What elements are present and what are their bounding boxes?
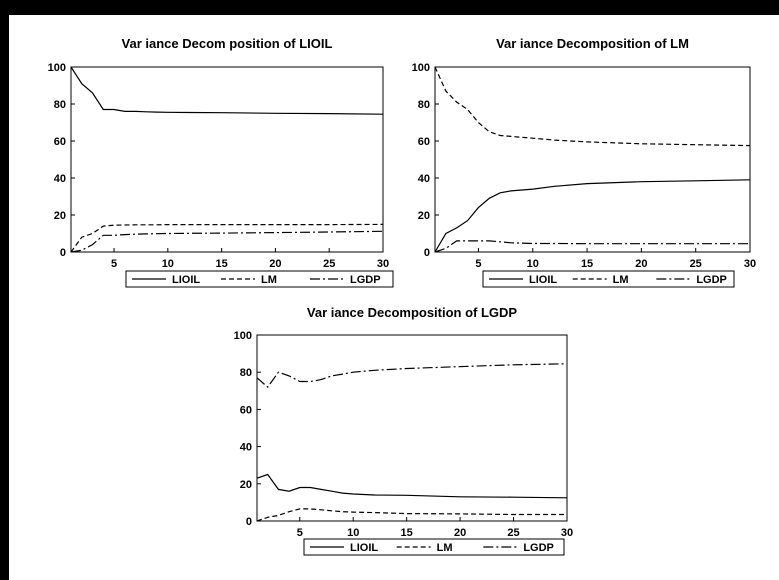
y-tick-label: 60 xyxy=(240,404,252,416)
y-tick-label: 20 xyxy=(54,210,66,222)
y-tick-label: 80 xyxy=(240,367,252,379)
x-tick-label: 10 xyxy=(347,527,359,539)
series-line-lgdp xyxy=(434,240,750,253)
x-tick-label: 30 xyxy=(744,258,756,270)
x-tick-label: 30 xyxy=(377,258,389,270)
y-tick-label: 20 xyxy=(240,479,252,491)
legend-label: LM xyxy=(613,274,629,286)
x-tick-label: 25 xyxy=(690,258,702,270)
x-tick-label: 20 xyxy=(454,527,466,539)
legend-box xyxy=(482,270,735,288)
x-tick-label: 20 xyxy=(269,258,281,270)
plot-area-frame xyxy=(434,66,751,253)
legend-box xyxy=(303,538,565,556)
chart-title: Var iance Decomposition of LGDP xyxy=(307,305,518,320)
chart-panel-3: Var iance Decomposition of LGDP 0 20 40 60 80… xyxy=(234,305,573,556)
chart-title: Var iance Decom position of LIOIL xyxy=(122,36,333,51)
y-tick-label: 40 xyxy=(54,173,66,185)
y-tick-label: 80 xyxy=(54,99,66,111)
legend-label: LM xyxy=(261,274,277,286)
legend-box xyxy=(125,270,394,288)
series-line-lm xyxy=(256,508,567,522)
chart-panel-2: Var iance Decomposition of LM 0 20 40 60 80 10… xyxy=(412,36,756,288)
x-tick-label: 20 xyxy=(635,258,647,270)
legend-label: LGDP xyxy=(696,274,727,286)
x-tick-label: 15 xyxy=(581,258,593,270)
y-tick-label: 100 xyxy=(48,62,66,74)
x-tick-label: 15 xyxy=(215,258,227,270)
x-tick-label: 30 xyxy=(561,527,573,539)
legend: LIOIL LM LGDP xyxy=(482,270,735,288)
series-line-lm xyxy=(70,223,384,253)
x-tick-label: 10 xyxy=(162,258,174,270)
y-tick-label: 0 xyxy=(424,247,430,259)
legend: LIOIL LM LGDP xyxy=(125,270,394,288)
chart-panel-1: Var iance Decom position of LIOIL 0 20 40 60… xyxy=(48,36,394,288)
figure-canvas: Var iance Decom position of LIOIL 0 20 40 60… xyxy=(9,15,779,580)
variance-decomposition-figure: Var iance Decom position of LIOIL 0 20 40 60… xyxy=(48,36,756,556)
y-tick-label: 80 xyxy=(418,99,430,111)
legend: LIOIL LM LGDP xyxy=(303,538,565,556)
y-tick-label: 100 xyxy=(234,330,252,342)
y-tick-label: 100 xyxy=(412,62,430,74)
series-line-lioil xyxy=(256,473,568,499)
y-tick-label: 60 xyxy=(418,136,430,148)
plot-area-frame xyxy=(256,334,568,522)
x-tick-label: 15 xyxy=(401,527,413,539)
x-tick-label: 25 xyxy=(507,527,519,539)
legend-label: LGDP xyxy=(350,274,381,286)
x-tick-label: 25 xyxy=(323,258,335,270)
y-tick-label: 40 xyxy=(418,173,430,185)
x-tick-label: 5 xyxy=(111,258,117,270)
series-line-lioil xyxy=(70,66,384,115)
legend-label: LIOIL xyxy=(350,542,378,554)
x-tick-label: 5 xyxy=(475,258,481,270)
y-tick-label: 20 xyxy=(418,210,430,222)
series-line-lioil xyxy=(434,179,751,253)
legend-label: LIOIL xyxy=(172,274,200,286)
x-tick-label: 5 xyxy=(297,527,303,539)
chart-title: Var iance Decomposition of LM xyxy=(496,36,689,51)
legend-label: LM xyxy=(437,542,453,554)
y-tick-label: 60 xyxy=(54,136,66,148)
legend-label: LIOIL xyxy=(529,274,557,286)
series-line-lgdp xyxy=(256,363,568,388)
x-tick-label: 10 xyxy=(527,258,539,270)
plot-area-frame xyxy=(70,66,384,253)
legend-label: LGDP xyxy=(523,542,554,554)
y-tick-label: 0 xyxy=(60,247,66,259)
series-line-lm xyxy=(434,66,751,147)
y-tick-label: 0 xyxy=(246,516,252,528)
y-tick-label: 40 xyxy=(240,442,252,454)
series-line-lgdp xyxy=(70,230,384,253)
